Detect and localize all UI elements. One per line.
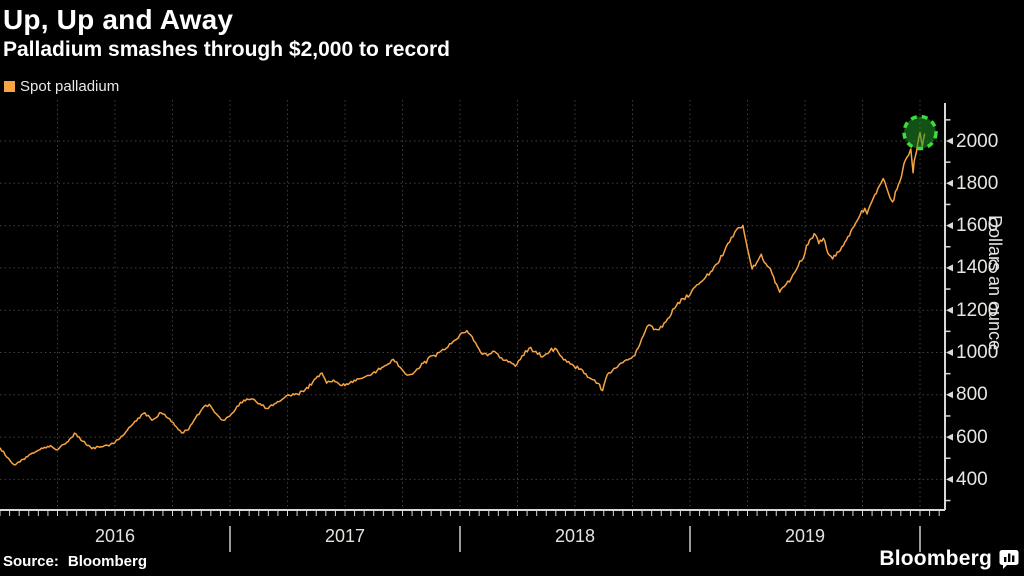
y-major-tick	[946, 391, 953, 399]
bloomberg-brand: Bloomberg	[879, 547, 1020, 571]
legend-label: Spot palladium	[20, 78, 120, 95]
source-label: Source:	[3, 553, 59, 570]
x-year-label: 2017	[324, 526, 366, 546]
chart-subtitle: Palladium smashes through $2,000 to reco…	[3, 38, 450, 61]
legend-swatch-icon	[4, 81, 15, 92]
y-major-tick	[946, 349, 953, 356]
y-major-tick	[946, 222, 953, 230]
y-major-tick	[946, 306, 953, 314]
y-tick-label: 800	[956, 384, 988, 406]
source-value: Bloomberg	[67, 553, 148, 570]
y-major-tick	[946, 433, 953, 441]
bloomberg-wordmark: Bloomberg	[879, 547, 992, 570]
legend: Spot palladium	[4, 78, 119, 95]
bloomberg-terminal-icon	[999, 549, 1019, 569]
y-tick-label: 1800	[956, 172, 999, 194]
y-tick-label: 1000	[956, 342, 999, 363]
x-year-label: 2018	[554, 526, 596, 546]
y-major-tick	[946, 264, 953, 272]
y-tick-label: 1200	[956, 299, 999, 321]
price-line	[0, 131, 926, 466]
record-annotation-circle	[902, 114, 938, 151]
chart-title: Up, Up and Away	[3, 4, 234, 35]
y-major-tick	[946, 179, 953, 187]
y-axis-title: Dollars an ounce	[985, 215, 1005, 351]
y-tick-label: 600	[956, 426, 988, 448]
x-year-label: 2019	[784, 526, 826, 546]
y-tick-label: 1600	[956, 215, 999, 237]
x-year-label: 2016	[94, 526, 136, 546]
y-tick-label: 400	[956, 468, 988, 490]
source-note: Source: Bloomberg	[3, 553, 147, 570]
y-major-tick	[946, 137, 953, 145]
y-major-tick	[946, 475, 953, 483]
y-tick-label: 2000	[956, 130, 999, 152]
y-tick-label: 1400	[956, 257, 999, 279]
